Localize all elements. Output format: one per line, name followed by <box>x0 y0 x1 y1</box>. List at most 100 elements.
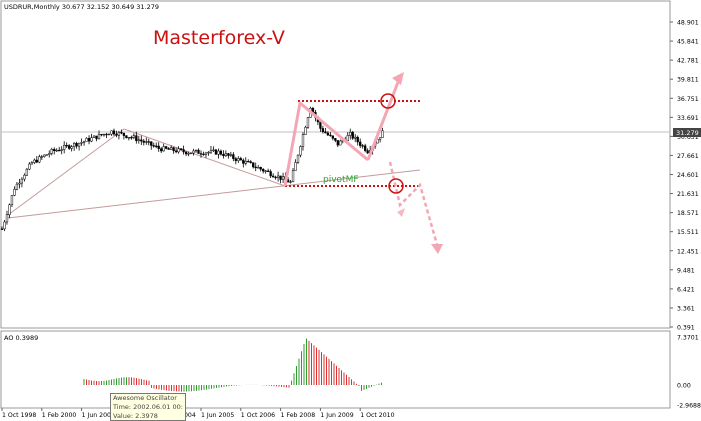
time-tick-label: 1 Jun 2001 <box>82 412 115 419</box>
candle-body <box>120 132 123 134</box>
time-tick-label: 1 Oct 2010 <box>360 412 394 419</box>
price-tick-label: 42.781 <box>677 58 699 65</box>
candle-body <box>177 148 180 153</box>
candle-body <box>184 151 188 155</box>
price-tick-label: 15.511 <box>677 229 699 236</box>
candle-body <box>135 135 138 141</box>
candle-body <box>271 175 275 178</box>
candle-body <box>20 178 24 184</box>
candle-body <box>279 175 282 180</box>
candle-body <box>40 156 43 158</box>
candle-body <box>68 145 71 149</box>
ao-title: AO 0.3989 <box>4 334 38 342</box>
candle-body <box>50 148 53 154</box>
candle-body <box>299 146 302 156</box>
candle-body <box>0 228 4 230</box>
price-tick-label: 30.631 <box>677 134 699 141</box>
candle-body <box>43 154 46 157</box>
time-tick-label: 1 Jun 2005 <box>201 412 234 419</box>
candle-body <box>179 148 183 150</box>
price-tick-label: 12.451 <box>677 248 699 255</box>
candle-body <box>219 150 223 155</box>
candle-body <box>199 153 203 155</box>
ao-panel-frame <box>0 330 671 409</box>
candle-body <box>53 148 56 152</box>
candle-body <box>319 121 322 129</box>
candle-body <box>182 149 185 153</box>
candle-body <box>249 161 252 163</box>
candle-body <box>301 134 305 147</box>
candle-body <box>72 143 76 147</box>
candle-body <box>239 158 242 161</box>
candle-body <box>326 132 330 136</box>
candle-body <box>87 138 91 142</box>
candle-body <box>329 134 332 137</box>
candle-body <box>28 163 31 170</box>
target-circle-top <box>380 93 396 109</box>
candle-body <box>296 154 300 163</box>
arrow-up-head <box>392 72 404 85</box>
tooltip-value: Value: 2.3978 <box>113 412 158 420</box>
candle-body <box>252 162 255 168</box>
candle-body <box>15 183 19 190</box>
candle-body <box>269 171 272 177</box>
candle-body <box>145 141 148 143</box>
candle-body <box>110 130 113 135</box>
candle-body <box>125 135 128 138</box>
candle-body <box>97 133 101 140</box>
candle-body <box>289 181 292 183</box>
candle-body <box>321 128 325 132</box>
candle-body <box>80 142 83 144</box>
tooltip-title: Awesome Oscillator <box>113 394 177 402</box>
candle-body <box>132 135 135 138</box>
candle-body <box>147 141 150 143</box>
candle-body <box>202 153 205 156</box>
candle-body <box>276 175 280 178</box>
symbol-info-label: USDRUR,Monthly 30.677 32.152 30.649 31.2… <box>4 3 159 11</box>
candle-body <box>65 144 68 147</box>
candle-body <box>361 145 364 147</box>
candle-body <box>192 150 195 154</box>
trend-line-down <box>123 128 286 187</box>
price-tick-label: 36.751 <box>677 96 699 103</box>
candle-body <box>294 162 297 171</box>
candle-body <box>306 117 310 128</box>
candle-body <box>85 138 88 142</box>
candle-body <box>349 131 352 136</box>
candle-body <box>214 149 218 155</box>
ao-tick-label: 7.3701 <box>677 335 699 342</box>
candle-body <box>262 168 265 172</box>
candle-body <box>187 153 190 155</box>
candle-body <box>45 154 48 156</box>
arrow-down-head <box>431 244 443 254</box>
wave-projection-down <box>388 161 440 249</box>
candle-body <box>232 154 235 159</box>
candle-body <box>33 159 36 163</box>
candle-body <box>189 152 193 155</box>
price-tick-label: 33.691 <box>677 115 699 122</box>
candle-body <box>115 133 118 136</box>
candle-body <box>92 135 96 138</box>
candle-body <box>162 146 165 152</box>
price-tick-label: 9.481 <box>677 267 695 274</box>
candle-body <box>8 204 11 215</box>
candle-body <box>3 221 6 230</box>
price-axis: 48.901 45.841 42.781 39.811 36.751 33.691 30.6… <box>670 20 699 332</box>
candle-body <box>152 145 155 147</box>
candle-body <box>117 132 121 136</box>
price-tick-label: 27.661 <box>677 153 699 160</box>
candle-body <box>165 146 168 149</box>
price-panel-frame <box>0 0 671 329</box>
candle-body <box>55 149 58 152</box>
candle-body <box>157 145 160 149</box>
candle-body <box>227 153 230 156</box>
candle-body <box>107 133 111 136</box>
price-tick-label: 3.361 <box>677 305 695 312</box>
candle-body <box>122 132 126 136</box>
candle-body <box>364 145 367 151</box>
candle-body <box>25 168 29 176</box>
candle-body <box>174 150 178 153</box>
candle-body <box>95 135 98 140</box>
